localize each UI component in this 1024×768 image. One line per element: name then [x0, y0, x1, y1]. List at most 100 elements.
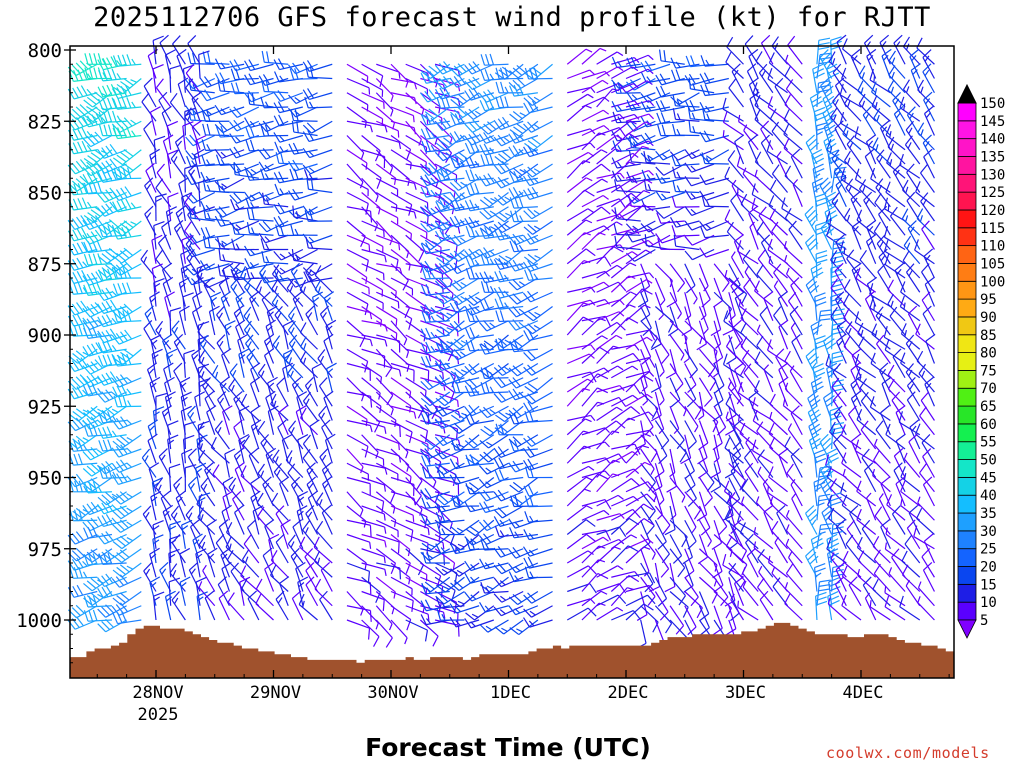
wind-barb-feather: [617, 116, 622, 123]
wind-barb-shaft: [631, 146, 656, 151]
wind-barb-feather: [499, 67, 505, 79]
wind-barb-shaft: [722, 136, 744, 151]
wind-barb-feather: [646, 95, 653, 102]
wind-barb-feather: [443, 86, 451, 97]
wind-barb: [390, 234, 410, 259]
wind-barb-feather: [183, 349, 195, 355]
wind-barb-feather: [912, 69, 918, 75]
wind-barb-shaft: [361, 248, 385, 257]
wind-barb: [289, 68, 318, 80]
wind-barb-feather: [615, 135, 623, 140]
wind-barb-shaft: [566, 260, 585, 279]
wind-barb-feather: [308, 236, 315, 243]
wind-barb: [625, 272, 655, 279]
wind-barb: [390, 106, 415, 123]
wind-barb-feather: [640, 116, 648, 128]
wind-barb-shaft: [611, 113, 635, 122]
wind-barb-feather: [899, 96, 905, 108]
wind-barb-feather: [512, 131, 520, 143]
wind-barb: [819, 49, 834, 79]
wind-barb-feather: [690, 165, 697, 172]
wind-barb-feather: [617, 82, 622, 94]
wind-barb-feather: [776, 151, 782, 158]
wind-barb: [722, 111, 744, 137]
wind-barb: [434, 149, 465, 162]
wind-barb: [783, 109, 803, 136]
wind-barb-feather: [116, 60, 122, 66]
wind-barb: [258, 120, 289, 133]
wind-barb-feather: [534, 311, 541, 316]
wind-barb-feather: [684, 205, 693, 216]
wind-barb-feather: [479, 299, 486, 311]
wind-barb-shaft: [390, 63, 409, 82]
wind-barb-shaft: [272, 344, 289, 364]
wind-barb-feather: [430, 345, 436, 353]
wind-barb-feather: [294, 96, 301, 102]
wind-barb: [823, 134, 837, 165]
wind-barb-feather: [585, 177, 593, 182]
wind-barb: [273, 114, 303, 127]
wind-barb-feather: [308, 167, 315, 173]
wind-barb-shaft: [533, 135, 553, 151]
wind-barb-feather: [814, 106, 826, 113]
wind-barb-feather: [861, 100, 866, 108]
wind-barb-feather: [102, 69, 108, 81]
wind-barb-feather: [182, 121, 194, 127]
wind-barb-feather: [827, 214, 838, 222]
wind-barb-feather: [144, 205, 154, 215]
wind-barb-feather: [141, 92, 150, 103]
wind-barb-shaft: [785, 88, 803, 108]
wind-barb: [509, 63, 539, 79]
wind-barb-feather: [112, 127, 119, 139]
wind-barb-shaft: [299, 289, 318, 307]
wind-barb-feather: [185, 136, 194, 147]
wind-barb-feather: [483, 123, 493, 133]
wind-barb-feather: [908, 127, 913, 134]
wind-barb-feather: [665, 371, 677, 379]
wind-barb-feather: [420, 72, 427, 84]
wind-barb: [581, 194, 609, 208]
wind-barb: [859, 250, 877, 279]
wind-barb-feather: [633, 83, 639, 89]
wind-barb-feather: [509, 129, 520, 137]
wind-barb-feather: [273, 217, 281, 228]
wind-barb-feather: [519, 112, 527, 117]
wind-barb-feather: [693, 298, 698, 305]
wind-barb: [405, 191, 429, 210]
wind-barb-feather: [513, 126, 524, 134]
wind-barb-feather: [688, 73, 696, 85]
wind-barb-feather: [490, 226, 497, 231]
wind-barb: [464, 76, 495, 91]
wind-barb-feather: [489, 135, 495, 141]
wind-barb-shaft: [175, 212, 186, 236]
wind-barb: [658, 49, 685, 65]
wind-barb-feather: [518, 308, 525, 314]
wind-barb-feather: [76, 117, 84, 127]
wind-barb-feather: [244, 74, 251, 85]
wind-barb: [567, 86, 596, 94]
wind-barb-shaft: [625, 146, 643, 165]
wind-barb-shaft: [691, 163, 715, 173]
wind-barb-feather: [206, 144, 211, 151]
wind-barb-feather: [187, 114, 191, 121]
wind-barb-feather: [531, 137, 542, 146]
wind-barb-feather: [151, 234, 163, 241]
wind-barb-feather: [480, 154, 486, 166]
wind-barb-feather: [630, 291, 637, 296]
wind-barb: [464, 156, 494, 169]
wind-barb-feather: [420, 114, 427, 126]
wind-barb-feather: [123, 149, 134, 157]
wind-barb-feather: [112, 110, 117, 122]
wind-barb-feather: [259, 263, 268, 273]
wind-barb: [161, 105, 172, 136]
wind-barb-feather: [290, 223, 295, 236]
wind-barb-shaft: [405, 291, 426, 307]
wind-barb-feather: [292, 62, 301, 73]
wind-barb-feather: [527, 94, 537, 104]
wind-barb-feather: [771, 164, 780, 175]
wind-barb-feather: [88, 253, 94, 265]
wind-barb: [274, 183, 303, 196]
wind-barb: [112, 97, 142, 110]
wind-barb: [759, 305, 774, 336]
wind-barb-feather: [771, 121, 780, 132]
